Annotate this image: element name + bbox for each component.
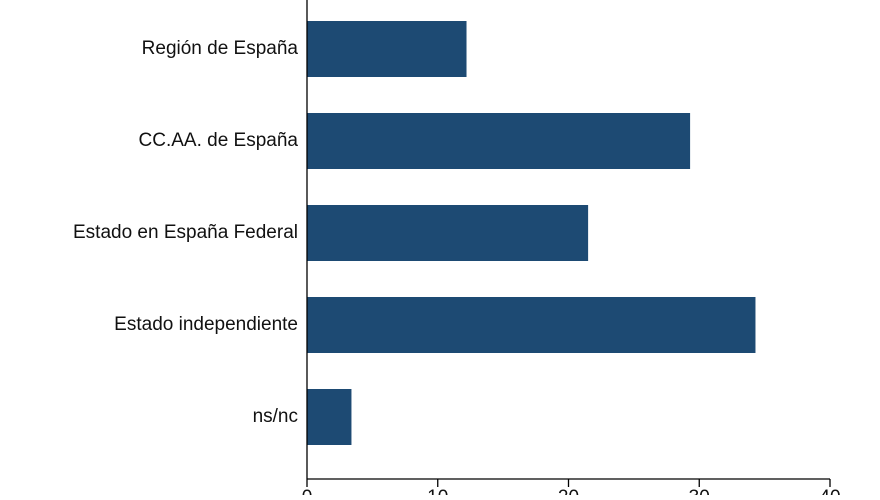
bars-layer (307, 21, 756, 445)
category-label-1: CC.AA. de España (139, 130, 299, 151)
bar-3 (307, 297, 756, 353)
bar-0 (307, 21, 467, 77)
category-label-4: ns/nc (253, 406, 298, 427)
bar-4 (307, 389, 352, 445)
category-label-3: Estado independiente (114, 314, 298, 335)
x-tick-label-3: 30 (689, 487, 710, 495)
x-tick-label-4: 40 (819, 487, 840, 495)
category-label-0: Región de España (142, 38, 299, 59)
category-label-2: Estado en España Federal (73, 222, 298, 243)
bar-2 (307, 205, 589, 261)
bar-1 (307, 113, 691, 169)
x-tick-label-1: 10 (427, 487, 448, 495)
x-tick-label-2: 20 (558, 487, 579, 495)
category-labels: Región de España CC.AA. de España Estado e… (73, 38, 298, 427)
x-tick-label-0: 0 (302, 487, 313, 495)
